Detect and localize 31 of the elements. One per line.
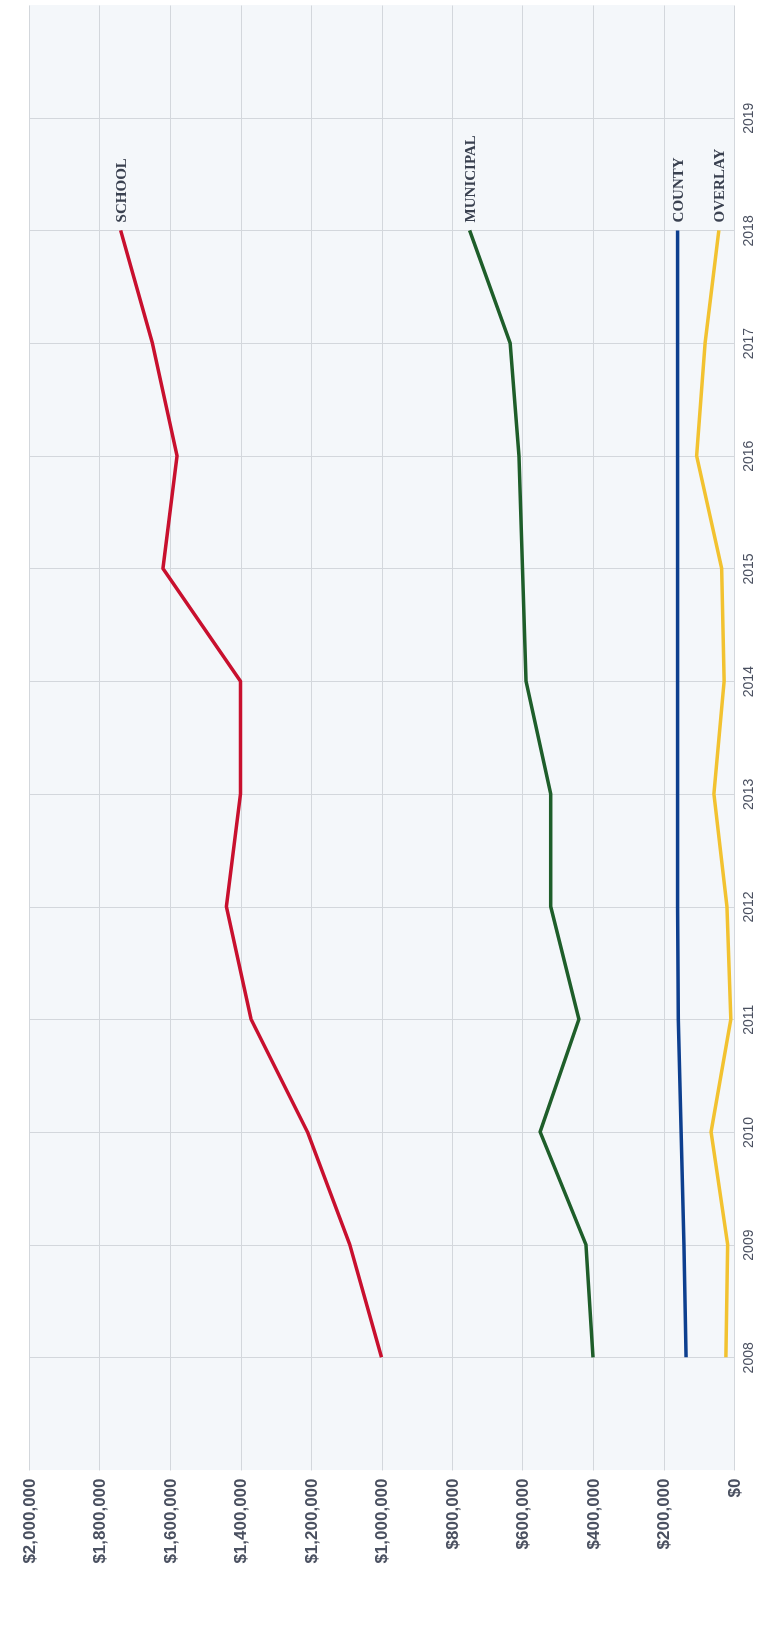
y-tick-label: 2018 — [739, 215, 756, 247]
x-tick-label: $600,000 — [513, 1478, 532, 1550]
line-series — [467, 228, 595, 1360]
y-tick-label: 2013 — [739, 778, 756, 810]
line-series — [694, 228, 733, 1360]
y-tick-label: 2008 — [739, 1342, 756, 1374]
y-tick-label: 2009 — [739, 1229, 756, 1261]
y-tick-label: 2019 — [739, 102, 756, 134]
y-tick-label: 2016 — [739, 440, 756, 472]
x-tick-label: $1,000,000 — [372, 1478, 391, 1564]
x-tick-label: $200,000 — [654, 1478, 673, 1550]
text: COUNTY — [669, 157, 686, 223]
text: SCHOOL — [112, 158, 129, 223]
y-tick-label: 2014 — [739, 665, 756, 698]
line-series — [675, 228, 688, 1360]
x-tick-label: $1,800,000 — [90, 1478, 109, 1564]
text: MUNICIPAL — [461, 135, 478, 223]
text: OVERLAY — [710, 148, 727, 223]
x-tick-label: $1,400,000 — [231, 1478, 250, 1564]
y-tick-label: 2017 — [739, 327, 756, 360]
x-tick-label: $1,200,000 — [301, 1478, 321, 1564]
x-tick-label: $800,000 — [442, 1478, 462, 1550]
y-tick-label: 2011 — [739, 1004, 756, 1035]
y-tick-label: 2010 — [739, 1116, 756, 1148]
y-tick-label: 2015 — [739, 553, 756, 585]
x-tick-label: $1,600,000 — [160, 1478, 180, 1564]
y-tick-label: 2012 — [739, 891, 756, 923]
x-tick-label: $400,000 — [583, 1478, 603, 1550]
line-series — [118, 228, 384, 1360]
x-tick-label: $2,000,000 — [19, 1478, 39, 1564]
x-tick-label: $0 — [724, 1478, 744, 1498]
